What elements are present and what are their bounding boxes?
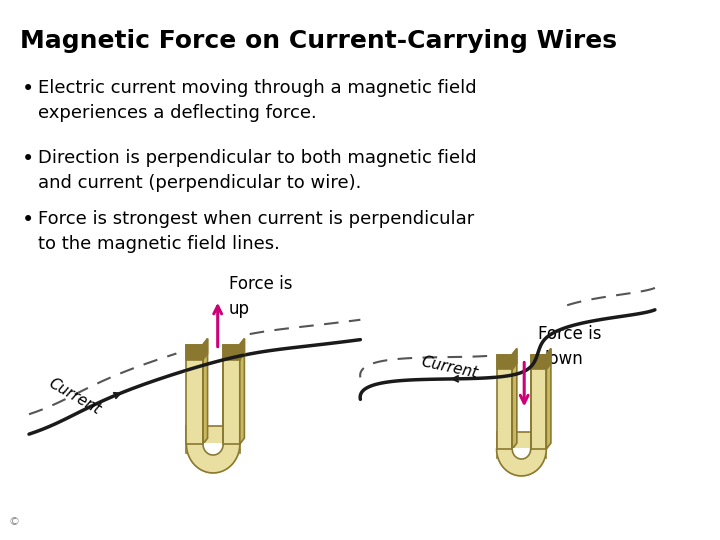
Text: Force is strongest when current is perpendicular
to the magnetic field lines.: Force is strongest when current is perpe… [38, 210, 474, 253]
Polygon shape [186, 444, 240, 473]
Polygon shape [203, 444, 223, 455]
Polygon shape [203, 339, 207, 444]
Text: ©: © [9, 517, 19, 526]
Text: •: • [22, 210, 34, 230]
Bar [531, 355, 546, 369]
Polygon shape [203, 339, 207, 360]
Polygon shape [512, 349, 517, 369]
Bar [223, 345, 240, 444]
Polygon shape [497, 449, 546, 476]
Polygon shape [240, 339, 244, 444]
Text: Current: Current [45, 375, 103, 417]
Text: Direction is perpendicular to both magnetic field
and current (perpendicular to : Direction is perpendicular to both magne… [38, 148, 477, 192]
Text: Force is
up: Force is up [229, 275, 292, 318]
Text: •: • [22, 148, 34, 168]
Bar [497, 355, 512, 449]
Bar [497, 432, 546, 457]
Polygon shape [512, 349, 517, 449]
Text: •: • [22, 79, 34, 99]
Text: Current: Current [420, 354, 480, 381]
Text: Force is
down: Force is down [538, 325, 601, 368]
Text: Magnetic Force on Current-Carrying Wires: Magnetic Force on Current-Carrying Wires [19, 29, 617, 53]
Bar [497, 355, 512, 369]
Polygon shape [546, 349, 551, 449]
Polygon shape [240, 339, 244, 360]
Polygon shape [546, 349, 551, 369]
Text: Electric current moving through a magnetic field
experiences a deflecting force.: Electric current moving through a magnet… [38, 79, 477, 122]
Bar [186, 345, 203, 360]
Bar [223, 345, 240, 360]
Bar [186, 426, 240, 453]
Polygon shape [512, 449, 531, 459]
Bar [531, 355, 546, 449]
Bar [186, 345, 203, 444]
